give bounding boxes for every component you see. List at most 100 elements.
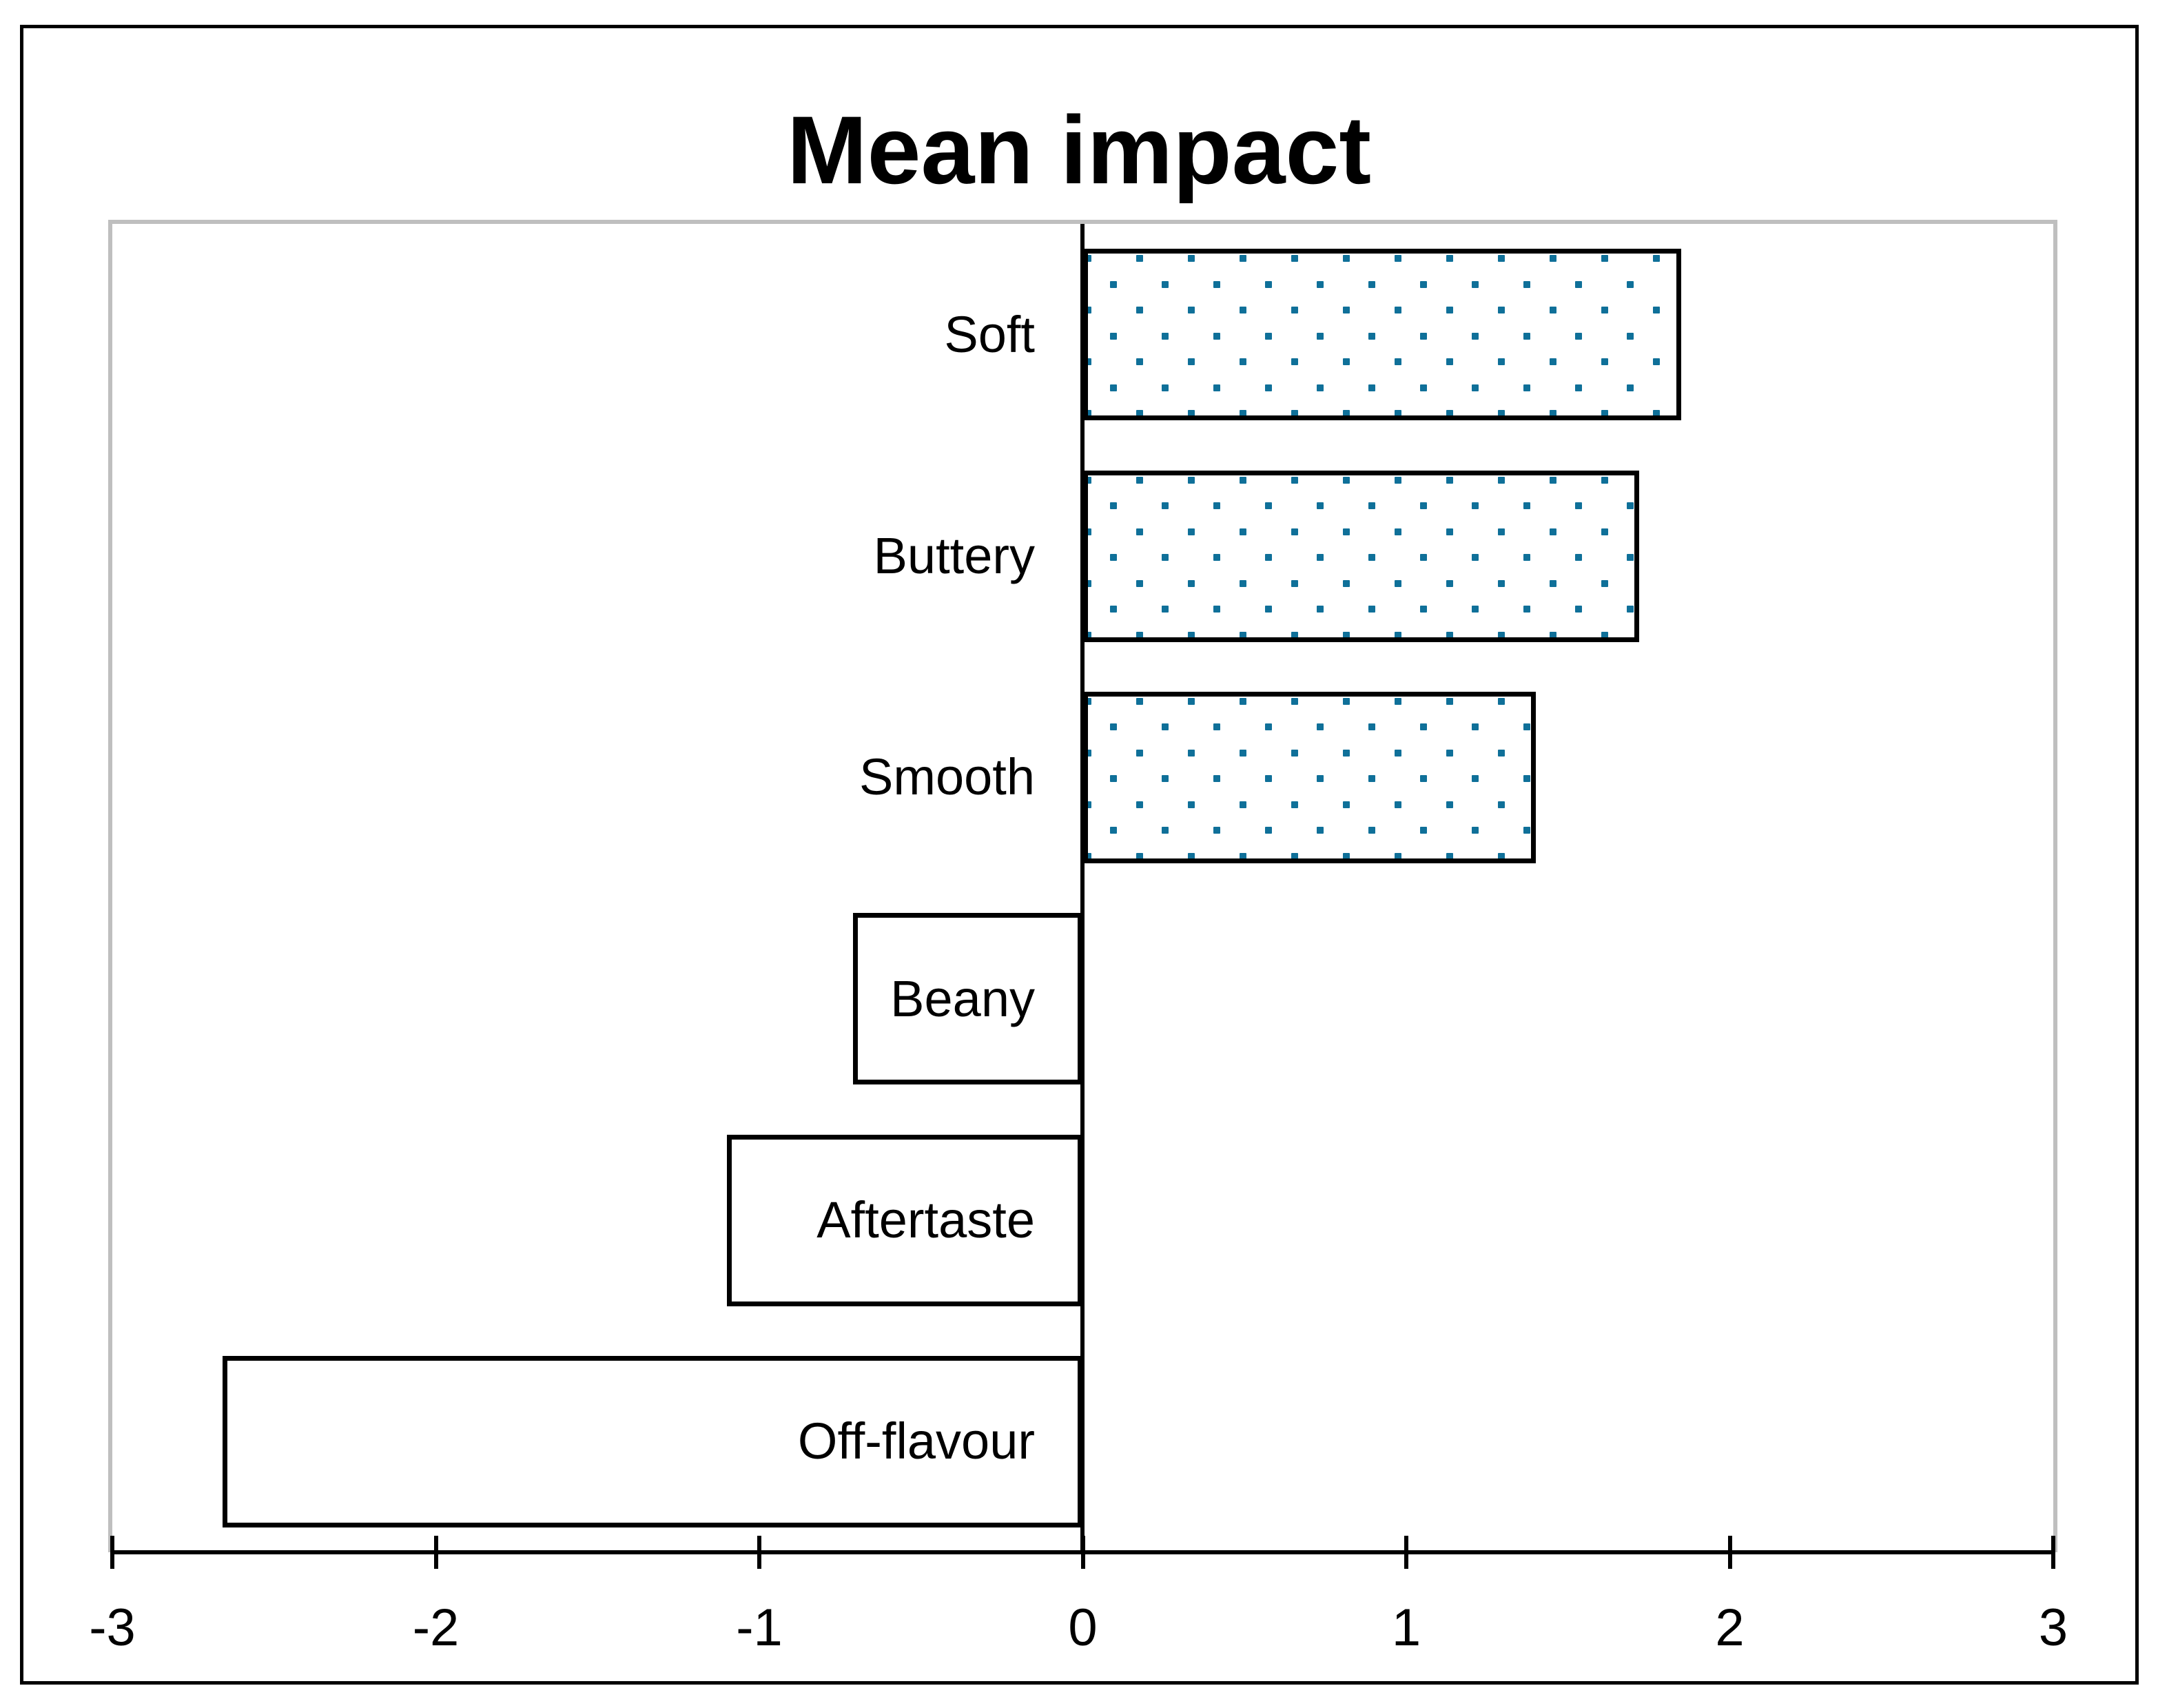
pattern-dot xyxy=(1549,579,1556,587)
category-label-smooth: Smooth xyxy=(859,748,1035,806)
x-axis-tick xyxy=(757,1536,761,1569)
pattern-dot xyxy=(1574,502,1582,509)
pattern-dot xyxy=(1291,358,1298,366)
pattern-dot xyxy=(1419,554,1427,561)
pattern-dot xyxy=(1446,307,1453,314)
pattern-dot xyxy=(1087,749,1091,757)
pattern-dot xyxy=(1549,307,1556,314)
pattern-dot xyxy=(1187,697,1195,705)
pattern-dot xyxy=(1109,384,1117,391)
pattern-dot xyxy=(1368,332,1375,340)
pattern-dot xyxy=(1394,749,1401,757)
pattern-dot xyxy=(1316,502,1324,509)
pattern-dot xyxy=(1497,801,1505,808)
x-axis-tick xyxy=(1727,1536,1732,1569)
pattern-dot xyxy=(1291,410,1298,416)
pattern-dot xyxy=(1291,631,1298,637)
pattern-dot xyxy=(1087,579,1091,587)
pattern-dot xyxy=(1601,358,1608,366)
pattern-dot xyxy=(1394,801,1401,808)
pattern-dot xyxy=(1213,554,1220,561)
category-label-aftertaste: Aftertaste xyxy=(816,1191,1035,1248)
pattern-dot xyxy=(1497,528,1505,535)
pattern-dot xyxy=(1342,307,1350,314)
pattern-dot xyxy=(1109,502,1117,509)
pattern-dot xyxy=(1239,410,1246,416)
pattern-dot xyxy=(1549,528,1556,535)
pattern-dot xyxy=(1626,384,1634,391)
pattern-dot xyxy=(1471,827,1479,834)
pattern-dot xyxy=(1342,358,1350,366)
figure-frame xyxy=(20,25,2139,1685)
pattern-dot xyxy=(1316,332,1324,340)
pattern-dot xyxy=(1419,606,1427,613)
pattern-dot xyxy=(1213,723,1220,731)
pattern-dot xyxy=(1471,384,1479,391)
pattern-dot xyxy=(1087,852,1091,858)
pattern-dot xyxy=(1109,827,1117,834)
pattern-dot xyxy=(1316,827,1324,834)
pattern-dot xyxy=(1652,307,1660,314)
bar-off-flavour xyxy=(222,1355,1083,1527)
pattern-dot xyxy=(1523,502,1530,509)
pattern-dot xyxy=(1161,280,1169,288)
pattern-dot xyxy=(1087,528,1091,535)
pattern-dot xyxy=(1135,410,1143,416)
pattern-dot xyxy=(1549,631,1556,637)
pattern-dot xyxy=(1187,852,1195,858)
pattern-dot xyxy=(1109,606,1117,613)
pattern-dot xyxy=(1135,852,1143,858)
pattern-dot xyxy=(1239,852,1246,858)
pattern-dot xyxy=(1471,723,1479,731)
pattern-dot xyxy=(1213,775,1220,783)
x-axis-tick-label: 3 xyxy=(2038,1598,2068,1657)
x-axis-tick xyxy=(2051,1536,2055,1569)
pattern-dot xyxy=(1239,528,1246,535)
pattern-dot xyxy=(1446,852,1453,858)
pattern-dot xyxy=(1187,410,1195,416)
pattern-dot xyxy=(1213,384,1220,391)
pattern-dot xyxy=(1239,631,1246,637)
pattern-dot xyxy=(1109,280,1117,288)
pattern-dot xyxy=(1342,749,1350,757)
pattern-dot xyxy=(1239,749,1246,757)
pattern-dot xyxy=(1394,697,1401,705)
pattern-dot xyxy=(1471,280,1479,288)
pattern-dot xyxy=(1523,606,1530,613)
pattern-dot xyxy=(1652,410,1660,416)
pattern-dot xyxy=(1291,307,1298,314)
pattern-dot xyxy=(1264,332,1272,340)
x-axis-tick-label: 1 xyxy=(1391,1598,1421,1657)
pattern-dot xyxy=(1239,255,1246,263)
pattern-dot xyxy=(1342,631,1350,637)
pattern-dot xyxy=(1471,502,1479,509)
pattern-dot xyxy=(1161,384,1169,391)
pattern-dot xyxy=(1497,255,1505,263)
pattern-dot xyxy=(1368,775,1375,783)
pattern-dot xyxy=(1446,801,1453,808)
pattern-dot xyxy=(1549,476,1556,484)
pattern-dot xyxy=(1419,332,1427,340)
pattern-dot xyxy=(1601,528,1608,535)
bar-buttery xyxy=(1082,470,1640,642)
pattern-dot xyxy=(1264,384,1272,391)
pattern-dot xyxy=(1471,554,1479,561)
pattern-dot xyxy=(1239,697,1246,705)
pattern-dot xyxy=(1497,410,1505,416)
pattern-dot xyxy=(1626,606,1634,613)
pattern-dot xyxy=(1187,579,1195,587)
pattern-dot xyxy=(1187,528,1195,535)
pattern-dot xyxy=(1523,827,1530,834)
pattern-dot xyxy=(1264,502,1272,509)
chart-title: Mean impact xyxy=(787,96,1371,204)
pattern-dot xyxy=(1419,775,1427,783)
pattern-dot xyxy=(1342,255,1350,263)
pattern-dot xyxy=(1574,280,1582,288)
pattern-dot xyxy=(1601,579,1608,587)
pattern-dot xyxy=(1291,697,1298,705)
pattern-dot xyxy=(1342,476,1350,484)
pattern-dot xyxy=(1419,502,1427,509)
bar-beany xyxy=(853,913,1083,1085)
plot-area xyxy=(108,220,2057,1552)
